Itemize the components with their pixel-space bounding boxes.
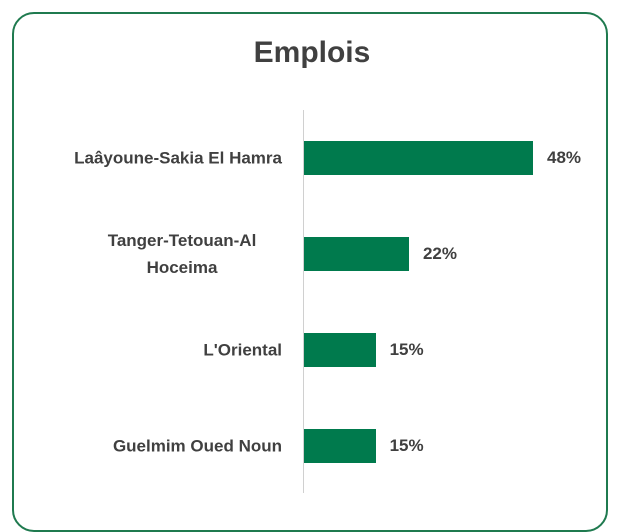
value-label: 15% bbox=[389, 436, 424, 455]
value-label: 22% bbox=[422, 244, 457, 263]
axis-line bbox=[303, 110, 304, 493]
bar bbox=[304, 237, 409, 271]
value-label: 48% bbox=[547, 148, 582, 167]
bar bbox=[304, 333, 376, 367]
bar bbox=[304, 429, 376, 463]
page: Emplois (() => { const data = JSON.parse… bbox=[12, 12, 608, 532]
category-label: L'Oriental bbox=[203, 340, 282, 360]
value-label: 15% bbox=[389, 340, 424, 359]
bar bbox=[304, 141, 533, 175]
category-label: Guelmim Oued Noun bbox=[112, 436, 282, 456]
category-label: Laâyoune-Sakia El Hamra bbox=[74, 148, 282, 168]
category-label: Tanger-Tetouan-Al Hoceima bbox=[107, 231, 257, 277]
chart-title: Emplois bbox=[253, 36, 371, 69]
